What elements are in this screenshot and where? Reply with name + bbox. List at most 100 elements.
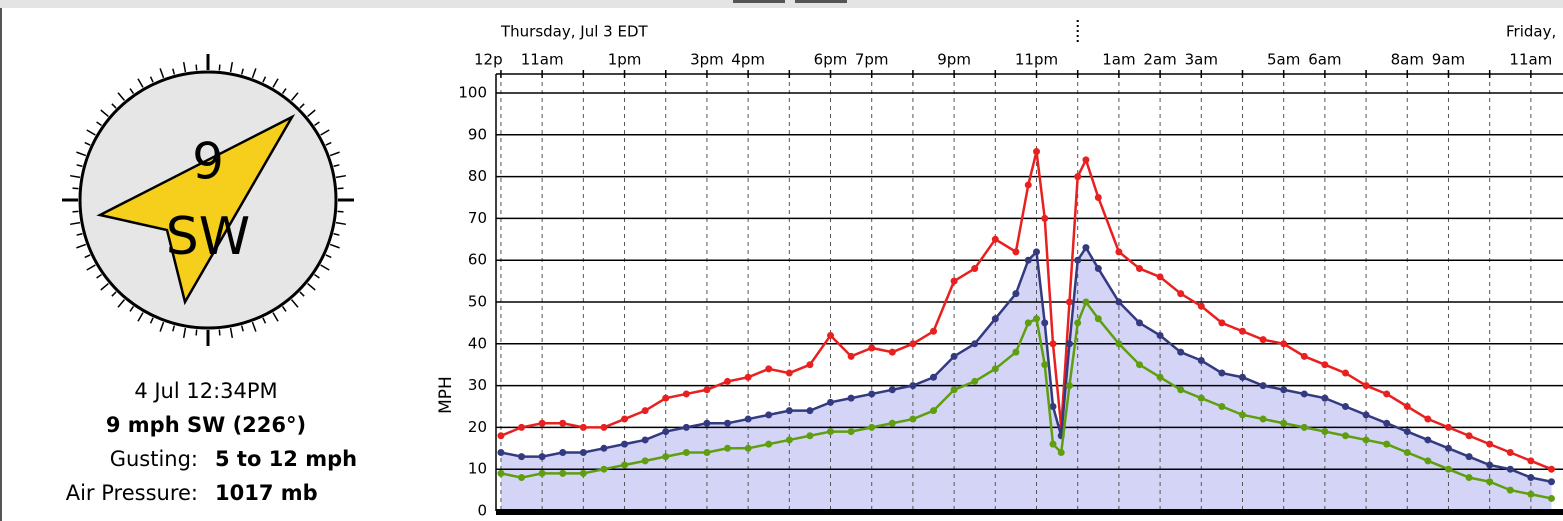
series-point	[1177, 386, 1185, 394]
compass-tick	[314, 273, 320, 279]
y-tick-label: 100	[458, 84, 487, 102]
series-point	[806, 407, 814, 415]
series-point	[1115, 298, 1123, 306]
series-point	[1074, 256, 1082, 264]
series-point	[827, 398, 835, 406]
series-point	[991, 235, 999, 243]
x-tick-label: 3am	[1185, 51, 1218, 69]
compass-tick	[84, 254, 91, 259]
series-point	[662, 428, 670, 436]
tab[interactable]	[795, 0, 847, 3]
series-point	[1012, 290, 1020, 298]
series-point	[827, 331, 835, 339]
compass-tick	[111, 103, 117, 109]
series-point	[1049, 403, 1057, 410]
series-point	[559, 419, 567, 427]
compass-tick	[272, 78, 279, 88]
series-point	[579, 423, 587, 431]
series-point	[1057, 448, 1065, 456]
series-point	[538, 419, 546, 427]
series-point	[1383, 390, 1391, 398]
series-point	[971, 265, 979, 273]
series-point	[1218, 403, 1226, 410]
series-point	[518, 423, 526, 431]
compass-tick	[100, 282, 109, 291]
series-point	[1197, 357, 1205, 365]
series-point	[785, 436, 793, 444]
compass-tick	[307, 282, 316, 291]
series-point	[1527, 457, 1535, 465]
series-point	[847, 394, 855, 402]
series-point	[1424, 457, 1432, 465]
series-point	[1465, 432, 1473, 440]
series-point	[1321, 394, 1329, 402]
compass-tick	[100, 109, 109, 118]
series-point	[538, 469, 546, 477]
series-point	[847, 352, 855, 360]
tab[interactable]	[733, 0, 785, 3]
series-point	[518, 474, 526, 482]
y-tick-label: 60	[468, 251, 487, 269]
wind-arrow	[96, 113, 296, 306]
compass-tick	[290, 299, 299, 308]
series-point	[868, 344, 876, 352]
series-point	[724, 377, 732, 385]
series-point	[724, 419, 732, 427]
x-tick-label: 3pm	[690, 51, 724, 69]
series-point	[1238, 373, 1246, 381]
series-point	[847, 428, 855, 436]
compass-tick	[262, 76, 267, 83]
top-bar	[0, 0, 1563, 8]
compass-tick	[72, 187, 79, 190]
series-point	[1465, 453, 1473, 461]
compass-direction: SW	[166, 207, 250, 267]
compass-tick	[117, 299, 126, 308]
series-point	[1094, 194, 1102, 201]
y-tick-label: 40	[468, 334, 487, 352]
compass-tick	[182, 327, 187, 339]
compass-tick	[195, 329, 198, 336]
x-tick-label: 6pm	[814, 51, 848, 69]
series-point	[662, 394, 670, 402]
series-point	[1074, 173, 1082, 181]
series-point	[703, 419, 711, 427]
pressure-value: 1017 mb	[215, 481, 318, 505]
series-point	[1115, 248, 1123, 256]
series-point	[662, 453, 670, 461]
compass-tick	[172, 68, 176, 75]
y-tick-label: 30	[468, 376, 487, 394]
series-point	[1012, 348, 1020, 356]
x-tick-label: 2am	[1143, 51, 1176, 69]
series-point	[1156, 373, 1164, 381]
series-point	[1135, 361, 1143, 369]
x-tick-label: 1am	[1102, 51, 1135, 69]
series-point	[765, 411, 773, 419]
x-tick-label: 9pm	[937, 51, 971, 69]
compass-tick	[76, 243, 87, 249]
series-point	[806, 361, 814, 369]
series-point	[1486, 461, 1494, 469]
series-point	[1135, 319, 1143, 327]
series-point	[827, 428, 835, 436]
compass-tick	[86, 129, 96, 136]
compass-tick	[137, 78, 144, 88]
series-point	[1082, 298, 1090, 306]
series-point	[1065, 382, 1073, 390]
series-point	[1094, 315, 1102, 323]
series-point	[909, 382, 917, 390]
series-point	[1065, 340, 1073, 348]
x-axis-base	[496, 509, 1563, 515]
series-point	[1197, 302, 1205, 310]
series-point	[1403, 403, 1411, 410]
series-point	[868, 423, 876, 431]
compass-tick	[172, 325, 176, 332]
compass-tick	[218, 64, 221, 71]
y-tick-label: 10	[468, 460, 487, 478]
y-tick-label: 90	[468, 125, 487, 143]
series-point	[1024, 256, 1032, 264]
compass-tick	[337, 210, 344, 213]
series-point	[1041, 361, 1049, 369]
series-point	[1362, 411, 1370, 419]
compass-speed: 9	[192, 133, 224, 191]
series-point	[1341, 403, 1349, 410]
